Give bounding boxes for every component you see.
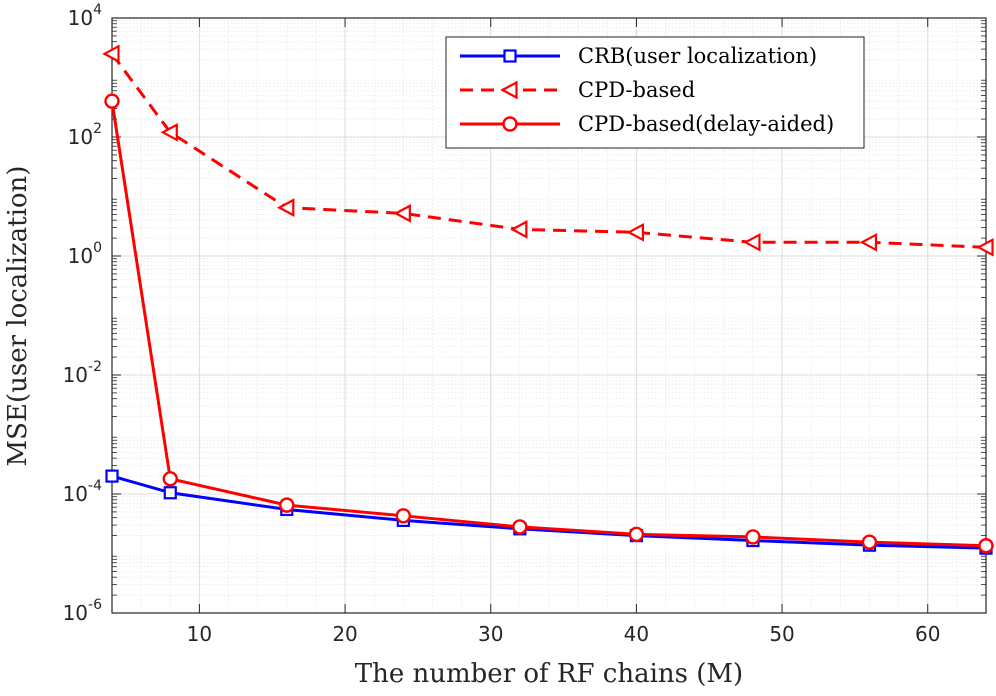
data-point	[510, 220, 528, 239]
data-point	[861, 534, 878, 550]
ticks	[112, 17, 986, 614]
data-point	[626, 222, 645, 242]
legend-label: CPD-based(delay-aided)	[578, 112, 834, 136]
data-point	[859, 232, 878, 252]
x-tick-label: 40	[624, 622, 649, 646]
series-2	[102, 44, 994, 257]
data-point	[393, 204, 411, 223]
data-point	[628, 526, 645, 543]
series-3	[104, 93, 994, 554]
x-tick-label: 20	[332, 622, 357, 646]
y-tick-label: 100	[68, 240, 102, 268]
y-tick-label: 10-6	[63, 597, 103, 625]
data-point	[104, 93, 120, 109]
data-point	[745, 529, 761, 545]
x-tick-label: 50	[769, 622, 794, 646]
data-point	[102, 44, 120, 64]
data-point	[276, 198, 295, 217]
legend-item-2: CPD-based	[460, 78, 695, 102]
y-tick-label: 102	[68, 121, 102, 149]
data-point	[512, 519, 528, 535]
data-point	[395, 508, 412, 524]
legend-marker	[502, 116, 518, 132]
x-tick-label: 60	[915, 622, 940, 646]
y-tick-labels: 10-6 10-4 10-2 100 102 104	[63, 2, 103, 625]
data-point	[160, 122, 178, 142]
data-point	[976, 237, 994, 257]
legend-marker	[503, 49, 517, 63]
data-point	[279, 497, 295, 513]
x-tick-label: 10	[187, 622, 212, 646]
y-tick-label: 104	[68, 2, 102, 30]
data-point	[162, 471, 178, 487]
legend-label: CPD-based	[578, 78, 695, 102]
data-point	[978, 538, 994, 554]
x-axis-title: The number of RF chains (M)	[355, 659, 743, 689]
y-tick-label: 10-4	[63, 478, 103, 506]
data-point	[163, 486, 177, 500]
legend-label: CRB(user localization)	[578, 44, 817, 68]
y-axis-title: MSE(user localization)	[3, 166, 33, 467]
legend-item-3: CPD-based(delay-aided)	[460, 112, 834, 136]
x-tick-label: 30	[478, 622, 503, 646]
plot-frame	[111, 17, 987, 614]
series	[102, 44, 994, 555]
x-tick-labels: 10 20 30 40 50 60	[187, 622, 941, 646]
data-point	[743, 232, 761, 252]
legend-item-1: CRB(user localization)	[460, 44, 817, 68]
data-point	[105, 469, 119, 483]
y-tick-label: 10-2	[63, 359, 102, 387]
legend-marker	[500, 80, 518, 100]
legend-items: CRB(user localization) CPD-based CPD-based…	[460, 44, 834, 136]
legend: CRB(user localization) CPD-based CPD-based…	[445, 36, 865, 149]
